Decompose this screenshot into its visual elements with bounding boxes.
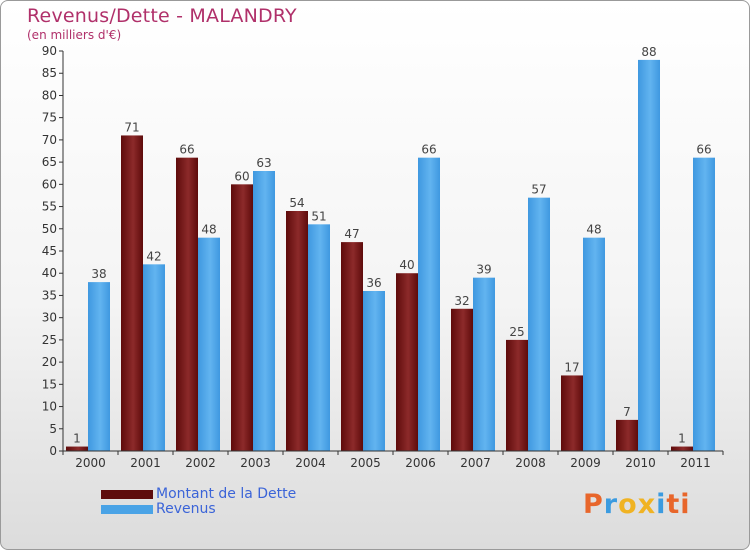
legend-swatch-revenus (101, 505, 153, 514)
logo-letter: i (680, 489, 691, 520)
chart-title: Revenus/Dette - MALANDRY (27, 5, 297, 27)
data-label-revenus: 48 (201, 223, 216, 237)
legend-label-dette: Montant de la Dette (156, 486, 297, 502)
x-tick-label: 2009 (570, 456, 601, 470)
y-tick-label: 50 (42, 222, 57, 236)
logo-letter: r (603, 489, 619, 520)
bar-dette (561, 375, 583, 451)
logo-letter: P (583, 489, 604, 520)
data-label-revenus: 51 (311, 209, 326, 223)
y-tick-label: 55 (42, 200, 57, 214)
data-label-revenus: 66 (421, 143, 436, 157)
data-label-dette: 1 (73, 432, 81, 446)
data-label-revenus: 38 (91, 267, 106, 281)
bar-dette (616, 419, 638, 451)
bar-revenus (693, 157, 715, 451)
bar-revenus (418, 157, 440, 451)
data-label-revenus: 36 (366, 276, 381, 290)
x-axis: 2000 2001 2002 2003 2004 2005 2006 2007 2008 2009… (62, 450, 724, 470)
data-label-dette: 40 (399, 258, 414, 272)
y-tick-label: 70 (42, 133, 57, 147)
y-tick-label: 85 (42, 66, 57, 80)
y-tick-label: 75 (42, 111, 57, 125)
data-labels: 1387142664860635451473640663239255717487… (73, 45, 711, 446)
bar-dette (451, 308, 473, 451)
x-tick-label: 2005 (350, 456, 381, 470)
bar-revenus (308, 224, 330, 451)
data-label-dette: 66 (179, 143, 194, 157)
data-label-revenus: 88 (641, 45, 656, 59)
bar-revenus (638, 59, 660, 452)
y-tick-label: 80 (42, 88, 57, 102)
data-label-dette: 54 (289, 196, 304, 210)
x-tick-label: 2010 (625, 456, 656, 470)
data-label-dette: 17 (564, 360, 579, 374)
bar-revenus (473, 277, 495, 451)
data-label-revenus: 42 (146, 249, 161, 263)
legend-label-revenus: Revenus (156, 501, 216, 517)
bar-dette (121, 135, 143, 451)
logo-letter: i (656, 489, 667, 520)
x-tick-label: 2002 (185, 456, 216, 470)
bar-revenus (143, 264, 165, 451)
bar-revenus (363, 291, 385, 451)
bar-dette (506, 339, 528, 451)
legend-swatch-dette (101, 490, 153, 499)
y-tick-label: 25 (42, 333, 57, 347)
bar-revenus (583, 237, 605, 451)
chart-subtitle: (en milliers d'€) (27, 28, 122, 42)
data-label-dette: 47 (344, 227, 359, 241)
x-tick-label: 2004 (295, 456, 326, 470)
data-label-dette: 1 (678, 432, 686, 446)
data-label-dette: 7 (623, 405, 631, 419)
proxiti-logo: Proxiti (583, 489, 691, 520)
logo-letter: o (618, 489, 638, 520)
data-label-revenus: 57 (531, 183, 546, 197)
bar-dette (231, 184, 253, 452)
x-tick-label: 2007 (460, 456, 491, 470)
x-tick-label: 2011 (680, 456, 711, 470)
data-label-revenus: 66 (696, 143, 711, 157)
bar-dette (176, 157, 198, 451)
logo-letter: t (666, 489, 681, 520)
y-tick-label: 45 (42, 244, 57, 258)
bars (66, 59, 715, 452)
data-label-dette: 25 (509, 325, 524, 339)
y-tick-label: 15 (42, 377, 57, 391)
y-tick-label: 40 (42, 266, 57, 280)
logo-letter: x (637, 489, 657, 520)
y-tick-label: 10 (42, 400, 57, 414)
y-tick-label: 60 (42, 177, 57, 191)
bar-revenus (198, 237, 220, 451)
bar-dette (286, 211, 308, 451)
y-tick-label: 30 (42, 311, 57, 325)
bar-revenus (253, 171, 275, 451)
y-tick-label: 90 (42, 44, 57, 58)
bar-revenus (528, 197, 550, 451)
y-tick-label: 65 (42, 155, 57, 169)
bar-dette (341, 242, 363, 451)
x-tick-label: 2008 (515, 456, 546, 470)
data-label-revenus: 63 (256, 156, 271, 170)
y-tick-label: 5 (49, 422, 57, 436)
bar-dette (396, 273, 418, 451)
data-label-dette: 32 (454, 294, 469, 308)
data-label-revenus: 48 (586, 223, 601, 237)
y-tick-label: 0 (49, 444, 57, 458)
y-axis: 0 5 10 15 20 25 30 35 40 45 50 55 60 65 70 75 80 85 90 (42, 44, 64, 458)
data-label-dette: 71 (124, 120, 139, 134)
x-tick-label: 2000 (75, 456, 106, 470)
y-tick-label: 35 (42, 288, 57, 302)
data-label-revenus: 39 (476, 263, 491, 277)
x-tick-label: 2006 (405, 456, 436, 470)
x-tick-label: 2003 (240, 456, 271, 470)
data-label-dette: 60 (234, 169, 249, 183)
bar-revenus (88, 282, 110, 451)
x-tick-label: 2001 (130, 456, 161, 470)
bar-dette (671, 446, 693, 451)
bar-dette (66, 446, 88, 451)
y-tick-label: 20 (42, 355, 57, 369)
